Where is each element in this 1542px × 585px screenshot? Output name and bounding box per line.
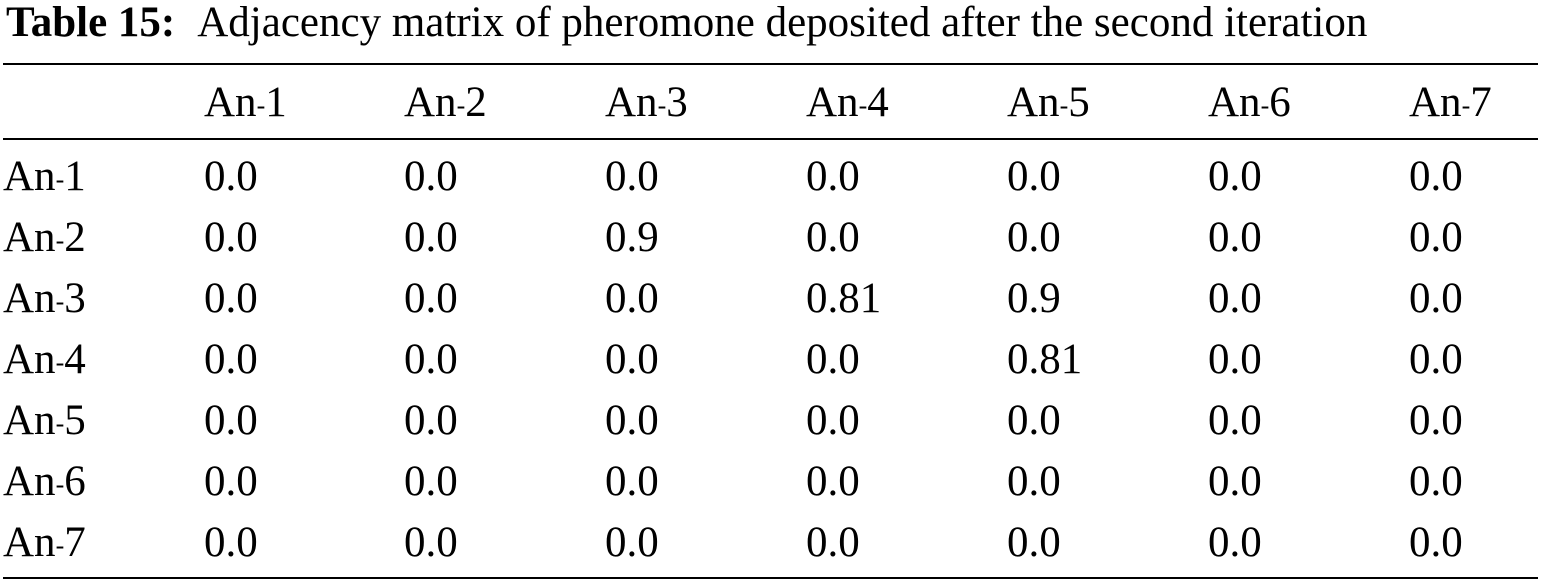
table-cell: 0.0: [1409, 336, 1463, 383]
caption-label: Table 15:: [6, 0, 176, 46]
row-header: An-4: [3, 336, 86, 383]
table-cell: 0.0: [1007, 214, 1061, 261]
table-cell: 0.0: [1409, 397, 1463, 444]
table-cell: 0.0: [1007, 519, 1061, 566]
table-cell: 0.0: [1409, 519, 1463, 566]
column-header: An-3: [605, 78, 688, 126]
table-cell: 0.0: [1208, 519, 1262, 566]
table-cell: 0.0: [1208, 153, 1262, 200]
row-header: An-1: [3, 153, 86, 200]
adjacency-matrix-table: An-1 An-2 An-3 An-4 An-5 An-6 An-7 An-1 …: [3, 70, 1529, 573]
table-cell: 0.0: [204, 519, 258, 566]
header-row: An-1 An-2 An-3 An-4 An-5 An-6 An-7: [3, 70, 1529, 134]
table-cell: 0.0: [1007, 153, 1061, 200]
table-cell: 0.0: [204, 153, 258, 200]
table-cell: 0.0: [404, 519, 458, 566]
table-cell: 0.81: [1007, 336, 1083, 383]
table-cell: 0.0: [605, 519, 659, 566]
table-cell: 0.0: [404, 275, 458, 322]
table-cell: 0.0: [605, 275, 659, 322]
table-cell: 0.0: [605, 153, 659, 200]
row-header: An-7: [3, 519, 86, 566]
table-cell: 0.0: [1007, 397, 1061, 444]
table-cell: 0.0: [204, 336, 258, 383]
table-cell: 0.9: [1007, 275, 1061, 322]
table-cell: 0.0: [605, 336, 659, 383]
column-header: An-7: [1409, 78, 1492, 126]
table-cell: 0.9: [605, 214, 659, 261]
table-cell: 0.0: [1208, 214, 1262, 261]
table-cell: 0.0: [806, 214, 860, 261]
table-cell: 0.0: [1208, 275, 1262, 322]
corner-cell: [3, 70, 204, 134]
table-cell: 0.0: [404, 458, 458, 505]
table-cell: 0.0: [806, 336, 860, 383]
top-rule: [3, 63, 1538, 65]
caption-text: Adjacency matrix of pheromone deposited …: [197, 0, 1368, 46]
table-cell: 0.0: [806, 153, 860, 200]
column-header: An-4: [806, 78, 889, 126]
column-header: An-6: [1208, 78, 1291, 126]
table-cell: 0.0: [1409, 214, 1463, 261]
table-row: An-3 0.0 0.0 0.0 0.81 0.9 0.0 0.0: [3, 268, 1529, 329]
table-cell: 0.0: [1208, 458, 1262, 505]
table-cell: 0.0: [404, 397, 458, 444]
row-header: An-3: [3, 275, 86, 322]
table-cell: 0.0: [204, 214, 258, 261]
row-header: An-6: [3, 458, 86, 505]
bottom-rule: [3, 577, 1538, 579]
table-row: An-4 0.0 0.0 0.0 0.0 0.81 0.0 0.0: [3, 329, 1529, 390]
table-caption: Table 15: Adjacency matrix of pheromone d…: [6, 0, 1367, 56]
table-cell: 0.0: [605, 397, 659, 444]
table-cell: 0.0: [404, 214, 458, 261]
table-cell: 0.0: [806, 397, 860, 444]
table-row: An-2 0.0 0.0 0.9 0.0 0.0 0.0 0.0: [3, 207, 1529, 268]
table-row: An-7 0.0 0.0 0.0 0.0 0.0 0.0 0.0: [3, 512, 1529, 573]
table-cell: 0.81: [806, 275, 882, 322]
table-row: An-6 0.0 0.0 0.0 0.0 0.0 0.0 0.0: [3, 451, 1529, 512]
table-row: An-5 0.0 0.0 0.0 0.0 0.0 0.0 0.0: [3, 390, 1529, 451]
table-cell: 0.0: [605, 458, 659, 505]
header-rule: [3, 138, 1538, 140]
table-cell: 0.0: [1007, 458, 1061, 505]
row-header: An-5: [3, 397, 86, 444]
column-header: An-5: [1007, 78, 1090, 126]
column-header: An-1: [204, 78, 287, 126]
table-cell: 0.0: [404, 336, 458, 383]
table-cell: 0.0: [1409, 275, 1463, 322]
table-cell: 0.0: [1208, 397, 1262, 444]
row-header: An-2: [3, 214, 86, 261]
table-cell: 0.0: [1409, 458, 1463, 505]
table-cell: 0.0: [806, 458, 860, 505]
table-cell: 0.0: [204, 397, 258, 444]
table-cell: 0.0: [1208, 336, 1262, 383]
table-cell: 0.0: [204, 275, 258, 322]
column-header: An-2: [404, 78, 487, 126]
table-cell: 0.0: [806, 519, 860, 566]
table-cell: 0.0: [404, 153, 458, 200]
table-cell: 0.0: [1409, 153, 1463, 200]
table-cell: 0.0: [204, 458, 258, 505]
table-row: An-1 0.0 0.0 0.0 0.0 0.0 0.0 0.0: [3, 134, 1529, 207]
